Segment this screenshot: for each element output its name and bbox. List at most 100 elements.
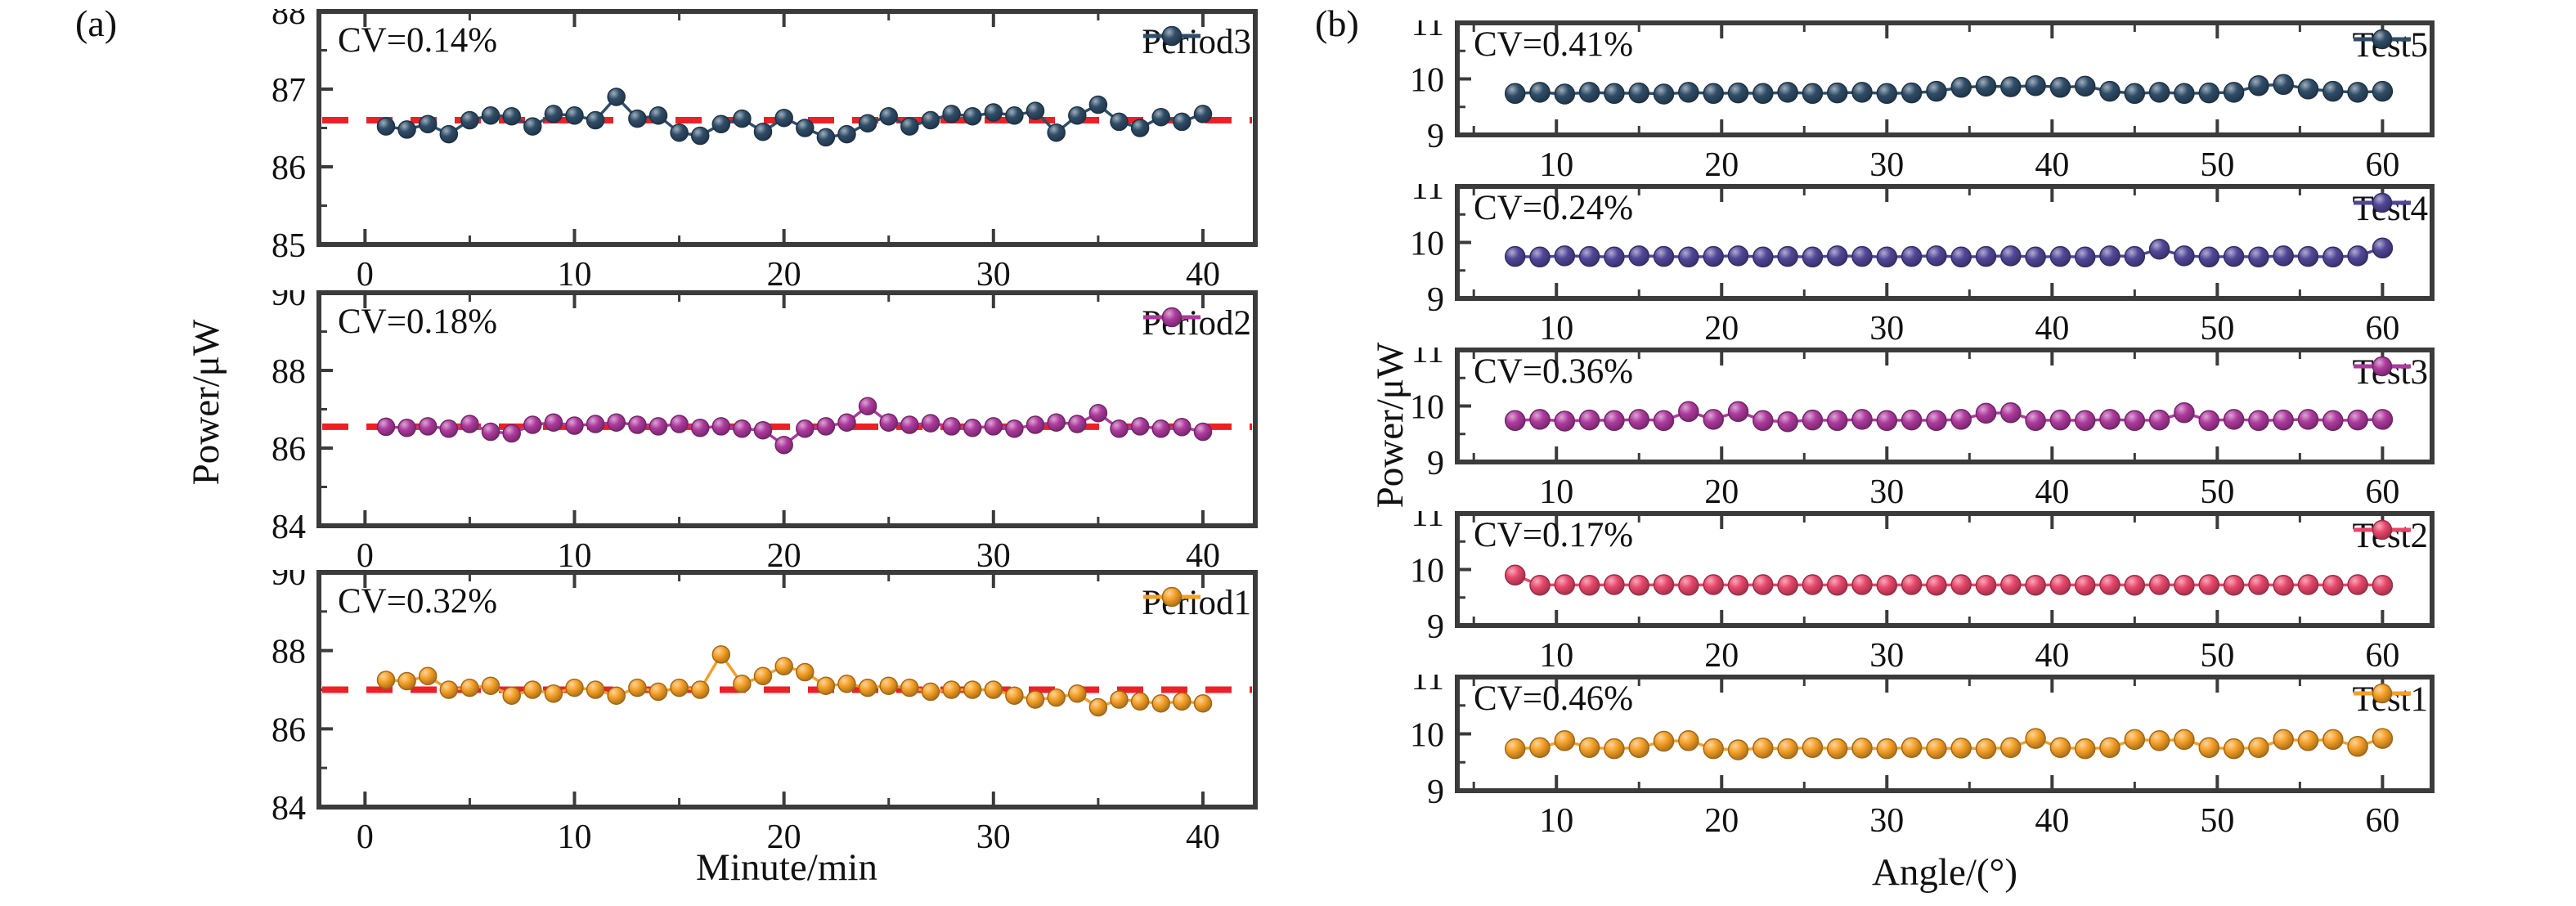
legend: Test4 <box>2350 189 2428 229</box>
legend-series-label: Period1 <box>1142 584 1251 622</box>
svg-text:9: 9 <box>1427 445 1444 482</box>
svg-text:10: 10 <box>1539 802 1573 840</box>
svg-text:9: 9 <box>1427 281 1444 319</box>
svg-text:11: 11 <box>1411 20 1444 43</box>
svg-text:87: 87 <box>272 72 306 110</box>
svg-text:88: 88 <box>272 9 306 32</box>
svg-text:40: 40 <box>2035 310 2069 348</box>
svg-text:86: 86 <box>272 711 306 749</box>
svg-text:30: 30 <box>1869 473 1904 511</box>
svg-text:50: 50 <box>2200 473 2234 511</box>
legend: Test5 <box>2350 25 2428 65</box>
chart-canvas: 10 20 30 40 50 60 9 10 11 <box>1410 675 2435 840</box>
svg-text:20: 20 <box>767 537 801 575</box>
subplot-test1: 10 20 30 40 50 60 9 10 11 CV=0.46% Test1 <box>1380 675 2436 844</box>
svg-text:0: 0 <box>357 537 374 575</box>
legend-series-label: Period2 <box>1142 304 1251 343</box>
svg-text:88: 88 <box>272 634 306 671</box>
legend: Period2 <box>1140 303 1251 343</box>
svg-text:20: 20 <box>1704 146 1739 184</box>
svg-text:10: 10 <box>1410 553 1444 590</box>
panel-b-label: (b) <box>1315 2 1359 44</box>
svg-text:20: 20 <box>767 819 801 856</box>
svg-text:9: 9 <box>1427 774 1444 811</box>
chart-canvas: 10 20 30 40 50 60 9 10 11 <box>1410 511 2435 675</box>
svg-text:30: 30 <box>976 256 1011 294</box>
svg-text:60: 60 <box>2365 146 2399 184</box>
svg-text:10: 10 <box>1539 473 1573 511</box>
legend: Test2 <box>2350 516 2428 556</box>
svg-text:60: 60 <box>2365 310 2399 348</box>
svg-text:88: 88 <box>272 353 306 391</box>
svg-text:40: 40 <box>1186 537 1220 575</box>
svg-text:9: 9 <box>1427 118 1444 155</box>
svg-text:10: 10 <box>558 819 592 856</box>
svg-text:10: 10 <box>1410 717 1444 755</box>
svg-text:10: 10 <box>1410 62 1444 100</box>
subplot-test4: 10 20 30 40 50 60 9 10 11 CV=0.24% Test4 <box>1380 184 2436 352</box>
svg-text:20: 20 <box>767 256 801 294</box>
svg-text:50: 50 <box>2200 310 2234 348</box>
legend: Test1 <box>2350 680 2428 720</box>
svg-text:84: 84 <box>272 790 306 828</box>
svg-text:11: 11 <box>1411 184 1444 207</box>
legend: Period3 <box>1140 22 1251 62</box>
svg-text:60: 60 <box>2365 637 2399 675</box>
svg-text:40: 40 <box>2035 802 2069 840</box>
svg-text:10: 10 <box>558 537 592 575</box>
chart-canvas: 10 20 30 40 50 60 9 10 11 <box>1410 348 2435 511</box>
svg-text:30: 30 <box>1869 802 1904 840</box>
svg-text:11: 11 <box>1411 511 1444 534</box>
legend-series-label: Period3 <box>1142 23 1251 61</box>
chart-canvas: 0 10 20 30 40 84 86 88 90 <box>272 570 1258 856</box>
svg-text:20: 20 <box>1704 473 1739 511</box>
svg-text:10: 10 <box>1410 226 1444 263</box>
svg-text:60: 60 <box>2365 473 2399 511</box>
svg-text:86: 86 <box>272 431 306 469</box>
chart-canvas: 10 20 30 40 50 60 9 10 11 <box>1410 184 2435 348</box>
svg-text:11: 11 <box>1411 348 1444 370</box>
svg-text:50: 50 <box>2200 802 2234 840</box>
chart-canvas: 0 10 20 30 40 84 86 88 90 <box>272 290 1258 575</box>
svg-text:11: 11 <box>1411 675 1444 697</box>
svg-text:30: 30 <box>1869 310 1904 348</box>
svg-text:10: 10 <box>558 256 592 294</box>
svg-text:30: 30 <box>1869 146 1904 184</box>
svg-text:30: 30 <box>976 819 1011 856</box>
svg-text:86: 86 <box>272 150 306 187</box>
cv-annotation: CV=0.32% <box>338 582 498 621</box>
subplot-period3: 0 10 20 30 40 85 86 87 88 CV=0.14% Period3 <box>233 9 1259 295</box>
svg-text:30: 30 <box>1869 637 1904 675</box>
legend: Test3 <box>2350 352 2428 392</box>
svg-text:10: 10 <box>1539 310 1573 348</box>
svg-text:10: 10 <box>1539 146 1573 184</box>
svg-text:0: 0 <box>357 256 374 294</box>
svg-text:20: 20 <box>1704 802 1739 840</box>
panel-b-x-axis-title: Angle/(°) <box>1871 851 2018 894</box>
svg-text:40: 40 <box>1186 256 1220 294</box>
svg-text:90: 90 <box>272 290 306 313</box>
subplot-test5: 10 20 30 40 50 60 9 10 11 CV=0.41% Test5 <box>1380 20 2436 188</box>
panel-a-label: (a) <box>75 2 118 44</box>
subplot-test2: 10 20 30 40 50 60 9 10 11 CV=0.17% Test2 <box>1380 511 2436 679</box>
svg-text:40: 40 <box>2035 473 2069 511</box>
cv-annotation: CV=0.36% <box>1474 352 1634 391</box>
svg-text:85: 85 <box>272 227 306 265</box>
panel-a-x-axis-title: Minute/min <box>696 846 877 889</box>
svg-text:30: 30 <box>976 537 1011 575</box>
cv-annotation: CV=0.14% <box>338 21 498 60</box>
cv-annotation: CV=0.17% <box>1474 516 1634 554</box>
chart-canvas: 10 20 30 40 50 60 9 10 11 <box>1410 20 2435 184</box>
cv-annotation: CV=0.46% <box>1474 680 1634 718</box>
chart-canvas: 0 10 20 30 40 85 86 87 88 <box>272 9 1258 294</box>
svg-text:50: 50 <box>2200 637 2234 675</box>
subplot-period2: 0 10 20 30 40 84 86 88 90 CV=0.18% Period2 <box>233 290 1259 576</box>
svg-text:50: 50 <box>2200 146 2234 184</box>
svg-text:40: 40 <box>2035 637 2069 675</box>
subplot-test3: 10 20 30 40 50 60 9 10 11 CV=0.36% Test3 <box>1380 348 2436 515</box>
legend: Period1 <box>1140 583 1251 623</box>
cv-annotation: CV=0.41% <box>1474 25 1634 64</box>
svg-text:60: 60 <box>2365 802 2399 840</box>
svg-text:9: 9 <box>1427 608 1444 646</box>
